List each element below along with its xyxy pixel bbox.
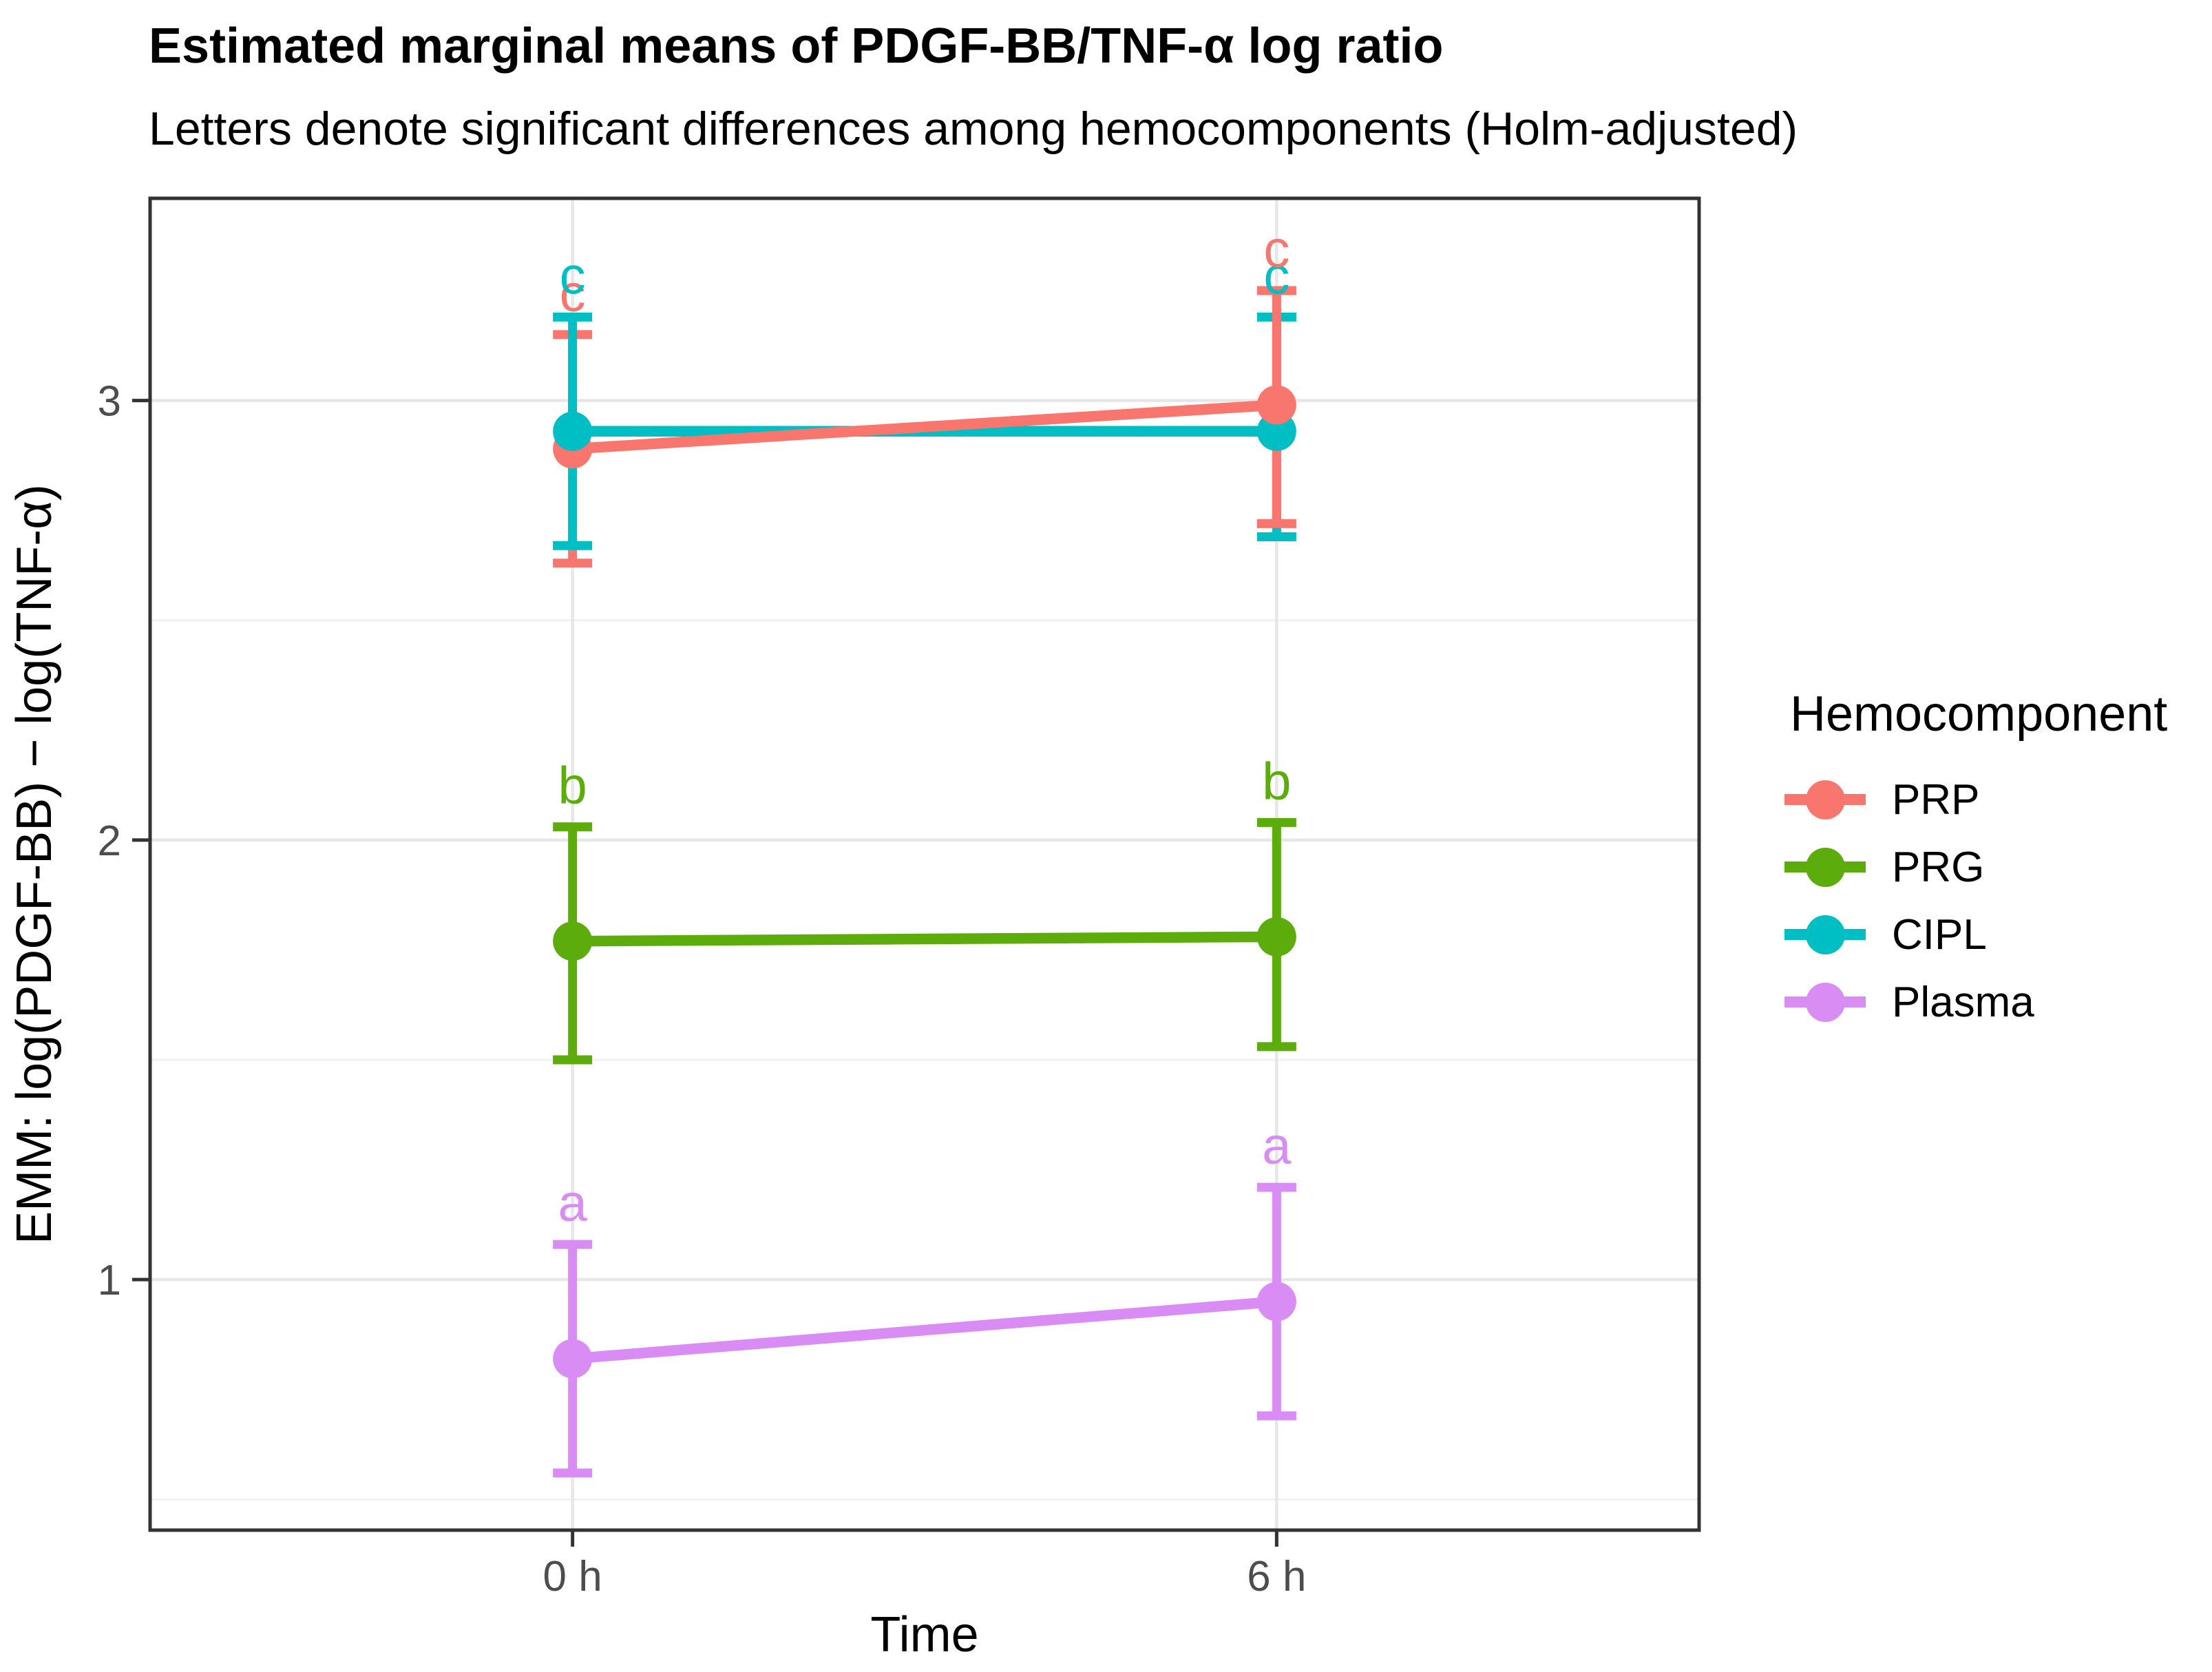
series-point-PRP-6h (1256, 385, 1296, 425)
legend-items: PRP PRG CIPL Plasma (1784, 766, 2167, 1036)
significance-letter-PRG-6h: b (1262, 752, 1291, 811)
series-point-Plasma-0h (553, 1339, 593, 1379)
panel-border (148, 196, 1701, 1532)
series-point-CIPL-0h (553, 411, 593, 451)
plot-subtitle: Letters denote significant differences a… (149, 103, 1798, 155)
legend-item-Plasma: Plasma (1784, 968, 2167, 1036)
series-point-PRG-0h (553, 921, 593, 961)
legend-item-PRG: PRG (1784, 833, 2167, 901)
y-axis-title: EMM: log(PDGF-BB) − log(TNF-α) (7, 484, 62, 1244)
series-line-PRP (572, 399, 1277, 454)
axis-ticks: 1 2 3 0 h 6 h (98, 378, 1307, 1600)
y-tick-label: 1 (98, 1257, 121, 1304)
significance-letter-Plasma-0h: a (558, 1174, 588, 1233)
legend-label-CIPL: CIPL (1892, 910, 1987, 959)
significance-letter-PRG-0h: b (558, 757, 587, 815)
series-point-Plasma-6h (1256, 1282, 1296, 1321)
legend-key-dot (1805, 982, 1845, 1022)
legend-key-dot (1805, 780, 1845, 819)
x-tick-label: 6 h (1247, 1553, 1306, 1600)
significance-letter-PRP-0h: c (560, 264, 586, 323)
legend-key-dot (1805, 915, 1845, 954)
series-line-PRG (572, 931, 1277, 947)
legend: Hemocomponent PRP PRG CIPL Plasma (1784, 686, 2167, 1036)
x-axis-title: Time (870, 1607, 978, 1662)
y-tick-label: 2 (98, 817, 121, 865)
significance-letter-PRP-6h: c (1263, 220, 1289, 279)
significance-letter-CIPL-0h: c (560, 247, 586, 305)
legend-label-PRG: PRG (1892, 843, 1985, 891)
legend-key-icon-PRG (1784, 833, 1866, 901)
series-point-PRG-6h (1256, 917, 1296, 957)
legend-key-dot (1805, 847, 1845, 887)
legend-key-icon-CIPL (1784, 901, 1866, 968)
plot-title: Estimated marginal means of PDGF-BB/TNF-… (149, 19, 1444, 74)
x-tick-label: 0 h (543, 1553, 602, 1600)
legend-label-Plasma: Plasma (1892, 978, 2034, 1026)
legend-key-icon-PRP (1784, 766, 1866, 833)
legend-label-PRP: PRP (1892, 775, 1980, 824)
legend-item-PRP: PRP (1784, 766, 2167, 833)
y-tick-label: 3 (98, 378, 121, 426)
series-line-Plasma (572, 1296, 1278, 1364)
series-line-layer (572, 399, 1278, 1364)
significance-letter-Plasma-6h: a (1262, 1117, 1292, 1175)
legend-title: Hemocomponent (1790, 687, 2168, 742)
errorbar-layer (553, 286, 1296, 1478)
significance-letter-CIPL-6h: c (1263, 247, 1289, 305)
legend-item-CIPL: CIPL (1784, 901, 2167, 968)
legend-key-icon-Plasma (1784, 968, 1866, 1036)
series-point-layer (553, 385, 1296, 1379)
